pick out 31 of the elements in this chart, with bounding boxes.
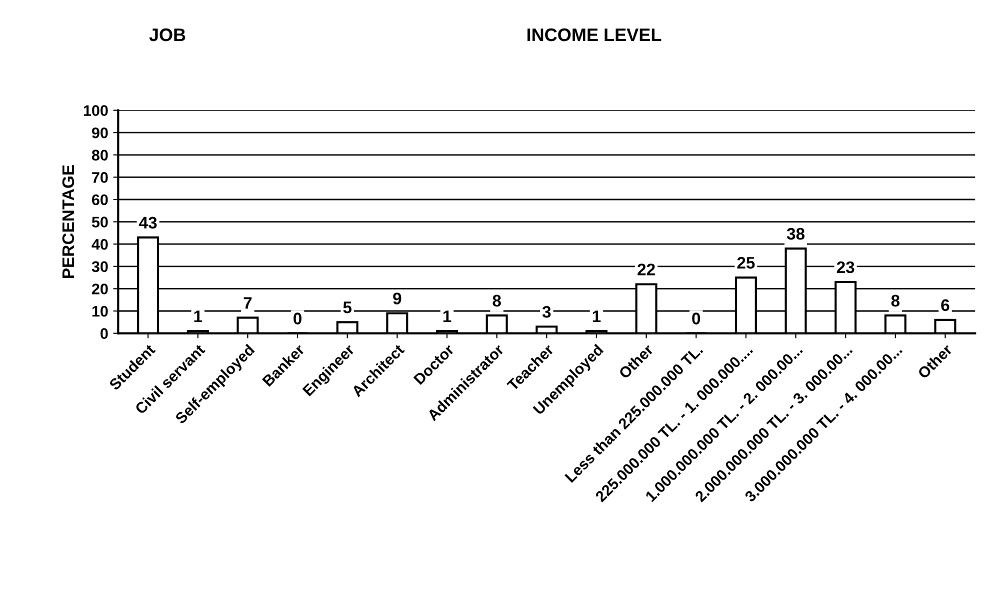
data-label: 1 [592,310,601,322]
data-label: 22 [638,264,655,276]
y-tick-label: 60 [92,194,108,206]
y-tick-label: 100 [84,105,108,116]
data-label: 38 [786,228,805,240]
y-tick-label: 20 [92,284,108,294]
y-tick-label: 10 [92,306,108,317]
y-tick-label: 50 [92,216,108,228]
text: JOB [149,28,186,42]
y-tick-label: 80 [92,150,108,161]
text: INCOME LEVEL [527,28,662,42]
y-tick-label: 40 [92,238,108,250]
data-label: 1 [194,310,202,322]
data-label: 43 [139,216,157,229]
data-label: 5 [343,302,352,314]
y-tick-label: 90 [92,127,108,138]
y-tick-label: 30 [92,261,108,272]
data-label: 1 [443,310,452,322]
y-tick-label: 0 [100,328,108,339]
data-label: 3 [542,306,551,318]
data-label: 0 [294,312,302,324]
data-label: 7 [244,297,252,309]
data-label: 9 [393,292,402,304]
data-label: 0 [692,312,700,324]
data-label: 8 [492,294,501,307]
data-label: 6 [941,299,950,312]
y-tick-label: 70 [92,172,108,183]
data-label: 8 [891,294,900,307]
data-label: 23 [836,261,854,274]
y-axis-title: PERCENTAGE [62,165,74,278]
data-label: 25 [737,256,755,269]
